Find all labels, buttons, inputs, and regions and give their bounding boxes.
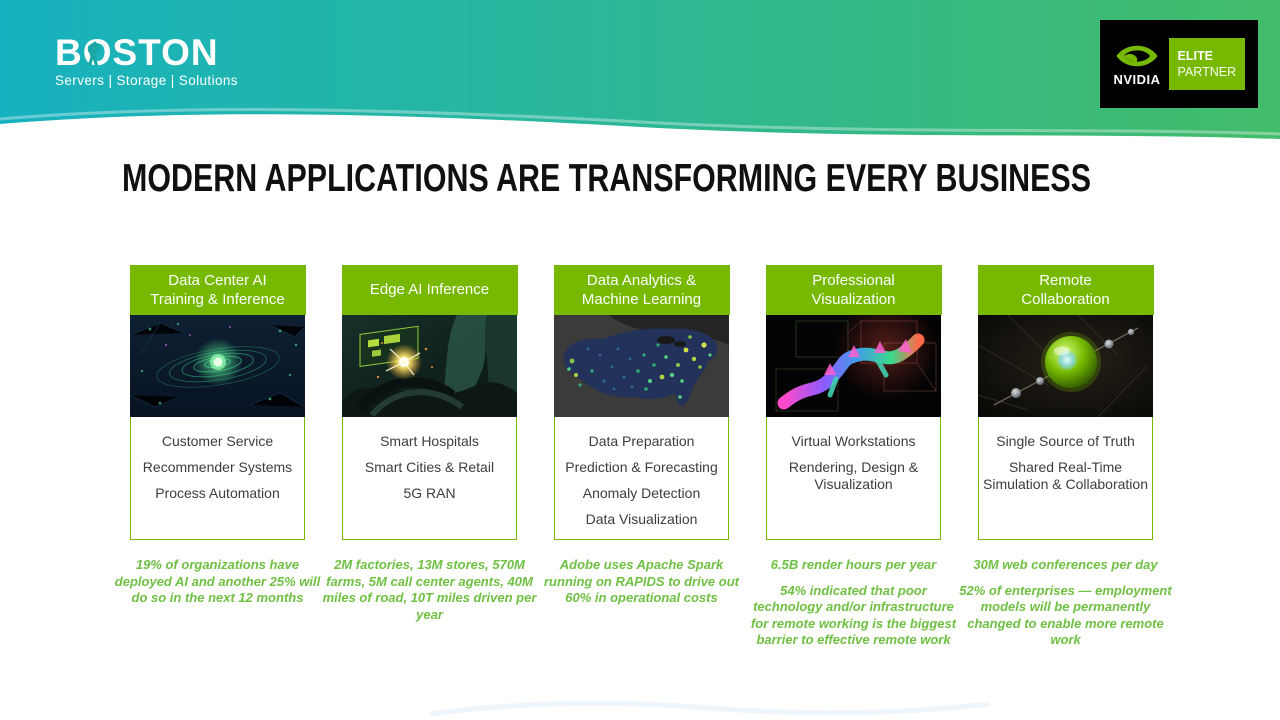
elite-label: ELITE [1177, 49, 1213, 63]
card-item: Smart Cities & Retail [364, 458, 495, 475]
card-footnote: 19% of organizations have deployed AI an… [110, 557, 325, 616]
nvidia-eye-icon [1116, 45, 1158, 66]
footnote-text: 2M factories, 13M stores, 570M farms, 5M… [322, 557, 537, 622]
bottom-wave-decoration [430, 700, 990, 717]
card-header: Professional Visualization [765, 264, 942, 315]
card-footnote: 30M web conferences per day 52% of enter… [958, 557, 1173, 658]
card-item: Process Automation [155, 484, 280, 501]
card-footnote: 2M factories, 13M stores, 570M farms, 5M… [322, 557, 537, 632]
footnote-text: 6.5B render hours per year [770, 557, 937, 572]
card-header: Data Center AI Training & Inference [129, 264, 306, 315]
card-body: Virtual Workstations Rendering, Design &… [767, 417, 940, 493]
card-footnote: Adobe uses Apache Spark running on RAPID… [534, 557, 749, 616]
nvidia-logo: NVIDIA [1113, 42, 1160, 87]
footnote-text: 54% indicated that poor technology and/o… [750, 582, 957, 648]
header-banner [0, 0, 1280, 150]
card-item: Recommender Systems [142, 458, 293, 475]
data-analytics-image [553, 314, 729, 417]
card-body: Data Preparation Prediction & Forecastin… [555, 417, 728, 528]
card-item: Shared Real-Time Simulation & Collaborat… [983, 458, 1148, 492]
footnote-text: 52% of enterprises — employment models w… [959, 582, 1172, 648]
card-body: Customer Service Recommender Systems Pro… [131, 417, 304, 502]
card-footnote: 6.5B render hours per year 54% indicated… [746, 557, 961, 658]
footnote-text: Adobe uses Apache Spark running on RAPID… [544, 557, 739, 605]
edge-ai-image [341, 314, 517, 417]
card-item: Data Visualization [585, 510, 698, 527]
card-item: Customer Service [161, 432, 274, 449]
nvidia-wordmark: NVIDIA [1113, 71, 1161, 87]
card-item: Rendering, Design & Visualization [788, 458, 919, 492]
solution-card-edge-ai: Edge AI Inference [341, 264, 518, 540]
solution-card-data-analytics: Data Analytics & Machine Learning [553, 264, 730, 540]
footnote-text: 30M web conferences per day [973, 557, 1158, 572]
professional-visualization-image [765, 314, 941, 417]
card-body: Smart Hospitals Smart Cities & Retail 5G… [343, 417, 516, 502]
card-item: Anomaly Detection [582, 484, 701, 501]
nvidia-elite-partner-badge: NVIDIA ELITE PARTNER [1100, 20, 1258, 108]
footnote-text: 19% of organizations have deployed AI an… [114, 557, 321, 605]
solution-card-remote-collaboration: Remote Collaboration [977, 264, 1154, 540]
card-item: Data Preparation [588, 432, 695, 449]
card-item: Smart Hospitals [380, 432, 479, 449]
solution-card-professional-visualization: Professional Visualization [765, 264, 942, 540]
data-center-ai-image [129, 314, 305, 417]
card-header: Edge AI Inference [341, 264, 518, 315]
brand-tagline: Servers | Storage | Solutions [55, 73, 238, 88]
elite-partner-box: ELITE PARTNER [1168, 38, 1245, 90]
card-item: 5G RAN [403, 484, 456, 501]
card-header: Data Analytics & Machine Learning [553, 264, 730, 315]
brand-logo-text: BOSTON [55, 32, 219, 73]
card-item: Virtual Workstations [791, 432, 916, 449]
remote-collaboration-image [977, 314, 1153, 417]
card-header: Remote Collaboration [977, 264, 1154, 315]
solution-card-data-center-ai: Data Center AI Training & Inference [129, 264, 306, 540]
card-item: Single Source of Truth [996, 432, 1135, 449]
card-item: Prediction & Forecasting [565, 458, 718, 475]
brand-logo: BOSTON Servers | Storage | Solutions [55, 32, 238, 89]
card-body: Single Source of Truth Shared Real-Time … [979, 417, 1152, 493]
partner-label: PARTNER [1177, 65, 1237, 79]
page-title: MODERN APPLICATIONS ARE TRANSFORMING EVE… [122, 157, 1092, 200]
